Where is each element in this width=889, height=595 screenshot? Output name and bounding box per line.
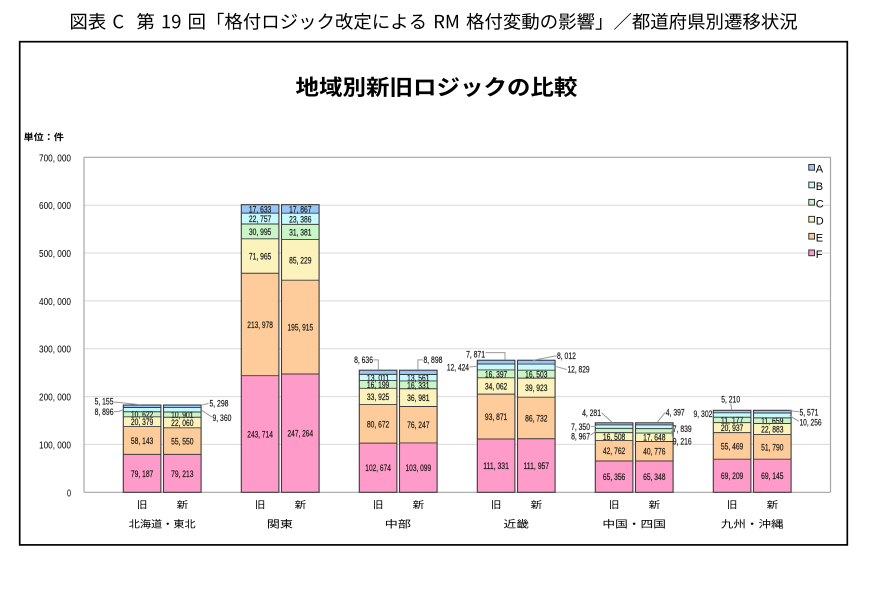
- svg-text:30, 995: 30, 995: [249, 227, 271, 238]
- svg-text:10, 256: 10, 256: [800, 418, 822, 429]
- svg-text:8, 012: 8, 012: [557, 351, 576, 362]
- svg-text:D: D: [816, 215, 824, 227]
- svg-text:111, 957: 111, 957: [524, 461, 550, 472]
- svg-text:58, 143: 58, 143: [131, 436, 153, 447]
- svg-text:12, 829: 12, 829: [568, 365, 590, 376]
- svg-text:7, 839: 7, 839: [673, 424, 692, 435]
- svg-text:17, 648: 17, 648: [643, 433, 665, 444]
- svg-text:36, 981: 36, 981: [407, 393, 429, 404]
- svg-text:11, 177: 11, 177: [721, 415, 743, 426]
- svg-text:4, 281: 4, 281: [582, 408, 601, 419]
- svg-text:111, 331: 111, 331: [483, 461, 509, 472]
- svg-text:40, 776: 40, 776: [643, 447, 665, 458]
- svg-text:42, 762: 42, 762: [603, 446, 625, 457]
- svg-text:102, 674: 102, 674: [365, 463, 391, 474]
- svg-text:55, 469: 55, 469: [721, 441, 743, 452]
- svg-text:9, 302: 9, 302: [694, 409, 713, 420]
- svg-text:300, 000: 300, 000: [39, 345, 71, 356]
- svg-text:E: E: [816, 232, 823, 244]
- svg-text:51, 790: 51, 790: [761, 442, 783, 453]
- svg-text:600, 000: 600, 000: [39, 201, 71, 212]
- svg-text:80, 672: 80, 672: [367, 419, 389, 430]
- svg-text:85, 229: 85, 229: [289, 255, 311, 266]
- svg-text:86, 732: 86, 732: [525, 413, 547, 424]
- svg-text:76, 247: 76, 247: [407, 420, 429, 431]
- svg-text:C: C: [816, 198, 824, 210]
- svg-text:17, 633: 17, 633: [249, 204, 271, 215]
- svg-text:31, 381: 31, 381: [289, 227, 311, 238]
- svg-text:B: B: [816, 181, 823, 193]
- svg-text:213, 978: 213, 978: [247, 320, 273, 331]
- svg-text:93, 871: 93, 871: [485, 412, 507, 423]
- svg-text:16, 331: 16, 331: [407, 380, 429, 391]
- svg-text:79, 187: 79, 187: [131, 469, 153, 480]
- svg-text:20, 379: 20, 379: [131, 417, 153, 428]
- svg-text:195, 915: 195, 915: [288, 323, 314, 334]
- svg-text:34, 062: 34, 062: [485, 381, 507, 392]
- svg-text:103, 099: 103, 099: [406, 463, 432, 474]
- svg-text:10, 622: 10, 622: [131, 410, 153, 421]
- svg-text:16, 503: 16, 503: [525, 370, 547, 381]
- svg-text:F: F: [816, 249, 823, 261]
- svg-text:71, 965: 71, 965: [249, 251, 271, 262]
- svg-text:39, 923: 39, 923: [525, 383, 547, 394]
- svg-text:9, 360: 9, 360: [213, 413, 232, 424]
- svg-text:9, 216: 9, 216: [673, 436, 692, 447]
- svg-text:5, 155: 5, 155: [95, 397, 114, 408]
- svg-text:247, 264: 247, 264: [288, 429, 314, 440]
- svg-text:22, 883: 22, 883: [761, 424, 783, 435]
- svg-text:200, 000: 200, 000: [39, 393, 71, 404]
- svg-text:8, 636: 8, 636: [354, 355, 373, 366]
- svg-text:500, 000: 500, 000: [39, 249, 71, 260]
- svg-text:8, 896: 8, 896: [95, 407, 114, 418]
- svg-text:0: 0: [67, 488, 71, 499]
- svg-text:8, 898: 8, 898: [424, 355, 443, 366]
- svg-text:700, 000: 700, 000: [39, 153, 71, 164]
- svg-text:11, 659: 11, 659: [761, 416, 783, 427]
- svg-text:65, 356: 65, 356: [603, 472, 625, 483]
- svg-text:16, 508: 16, 508: [603, 432, 625, 443]
- svg-text:55, 550: 55, 550: [171, 437, 193, 448]
- svg-text:8, 967: 8, 967: [571, 431, 590, 442]
- svg-text:23, 386: 23, 386: [289, 214, 311, 225]
- svg-text:A: A: [816, 164, 824, 176]
- svg-text:69, 145: 69, 145: [761, 471, 783, 482]
- svg-text:7, 350: 7, 350: [571, 422, 590, 433]
- svg-text:16, 397: 16, 397: [485, 369, 507, 380]
- svg-text:7, 871: 7, 871: [466, 350, 485, 361]
- svg-text:100, 000: 100, 000: [39, 440, 71, 451]
- svg-text:5, 298: 5, 298: [210, 399, 229, 410]
- svg-text:13, 011: 13, 011: [367, 373, 389, 384]
- svg-text:33, 925: 33, 925: [367, 392, 389, 403]
- svg-text:12, 424: 12, 424: [447, 362, 469, 373]
- svg-text:17, 867: 17, 867: [289, 204, 311, 215]
- svg-text:400, 000: 400, 000: [39, 297, 71, 308]
- svg-text:69, 209: 69, 209: [721, 471, 743, 482]
- svg-text:10, 901: 10, 901: [171, 410, 193, 421]
- svg-text:5, 571: 5, 571: [800, 407, 819, 418]
- svg-text:65, 348: 65, 348: [643, 472, 665, 483]
- svg-text:5, 210: 5, 210: [721, 394, 740, 405]
- svg-text:20, 937: 20, 937: [721, 423, 743, 434]
- svg-text:13, 561: 13, 561: [407, 373, 429, 384]
- svg-text:22, 757: 22, 757: [249, 214, 271, 225]
- svg-text:79, 213: 79, 213: [171, 469, 193, 480]
- svg-text:4, 397: 4, 397: [666, 407, 685, 418]
- svg-text:243, 714: 243, 714: [247, 429, 273, 440]
- svg-text:22, 060: 22, 060: [171, 418, 193, 429]
- svg-text:16, 199: 16, 199: [367, 380, 389, 391]
